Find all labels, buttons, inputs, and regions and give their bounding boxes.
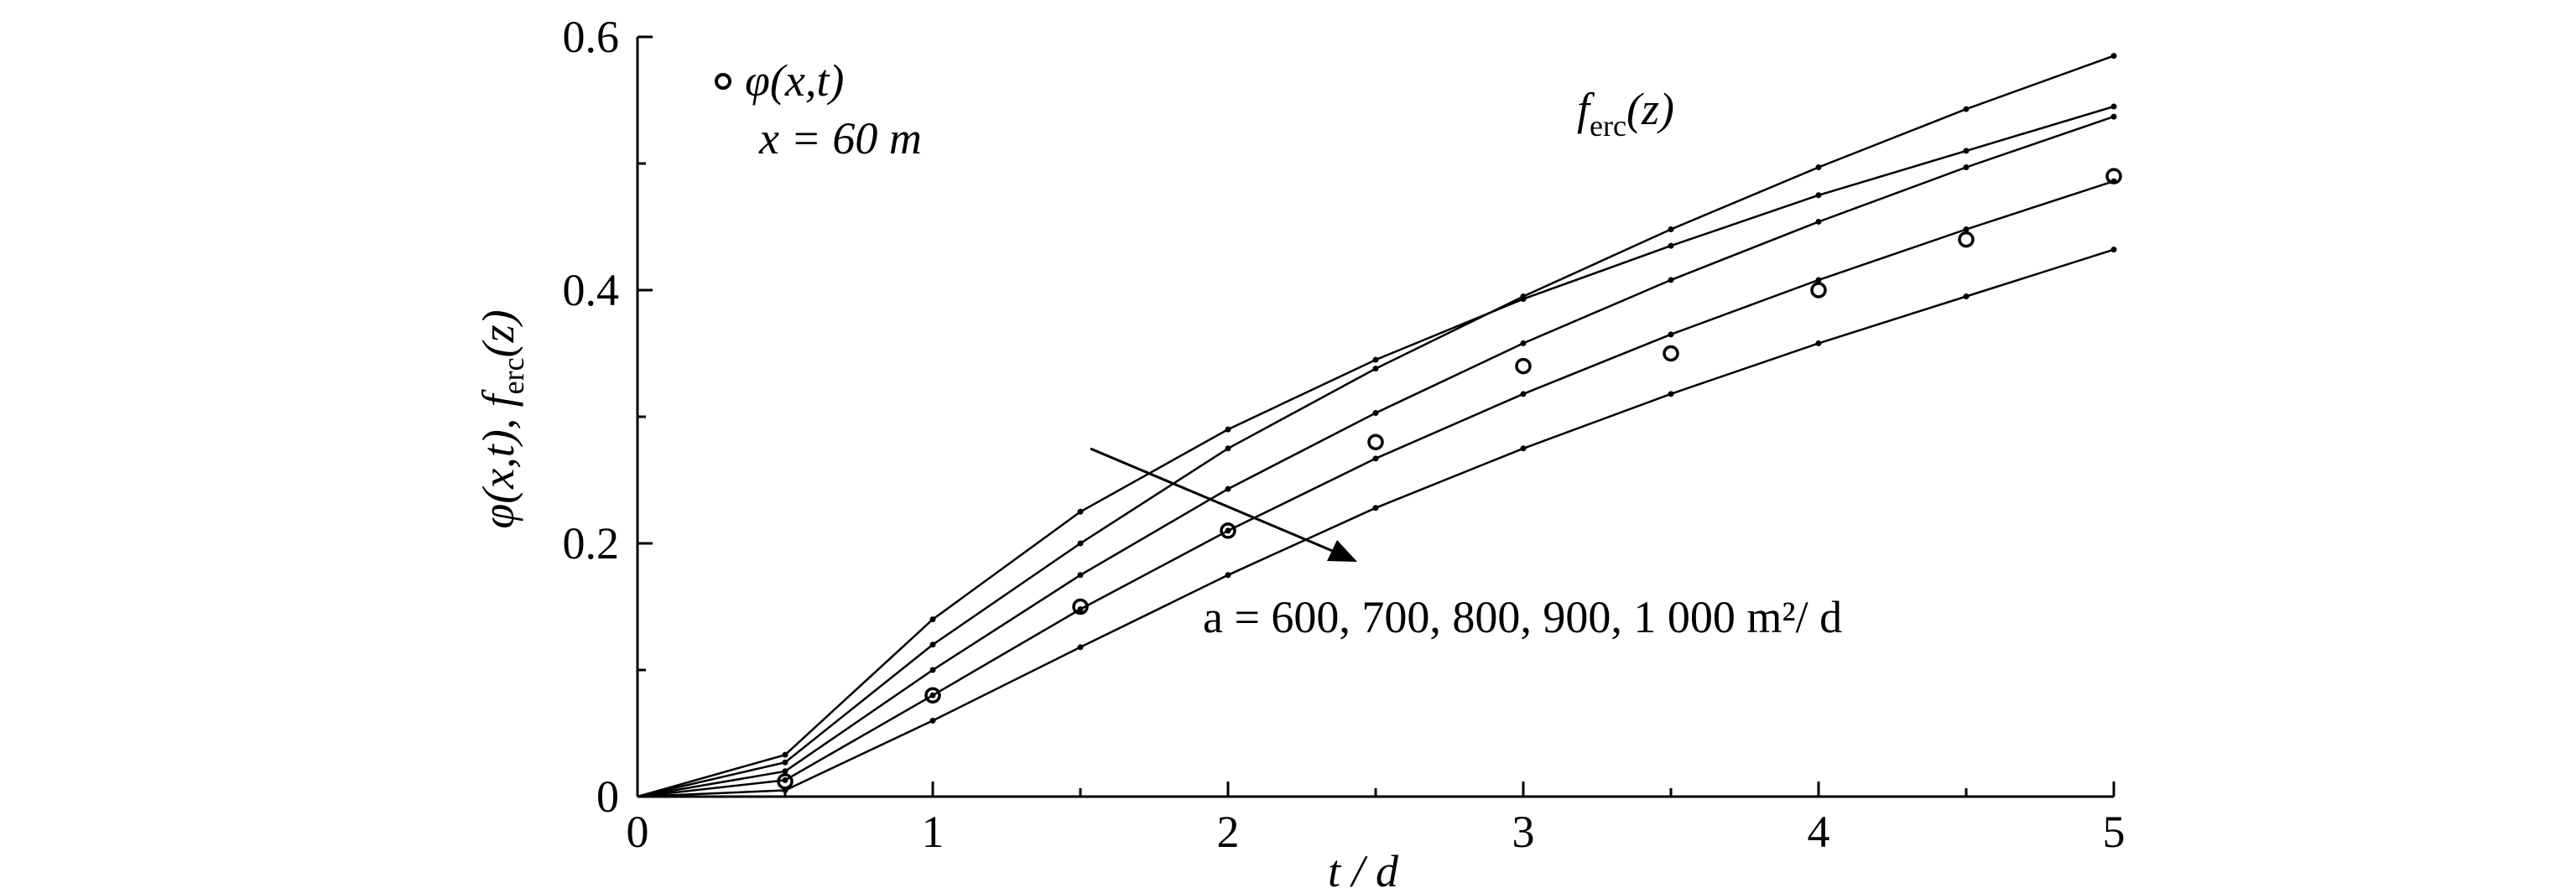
series-point [1077, 644, 1084, 651]
curve-label-sub: erc [1590, 109, 1626, 143]
y-tick-label: 0.6 [563, 12, 620, 62]
series-point [2110, 103, 2117, 110]
series-point [1520, 391, 1527, 397]
series-point [929, 717, 936, 724]
observed-point [1515, 357, 1532, 375]
x-tick-label: 3 [1512, 807, 1535, 857]
observed-point [1958, 231, 1975, 248]
series-point [929, 667, 936, 673]
annotation-text: a = 600, 700, 800, 900, 1 000 m²/ d [1203, 592, 1842, 642]
series-point [1963, 293, 1970, 300]
observed-point [924, 687, 941, 704]
legend: φ(x,t) x = 60 m [715, 55, 922, 164]
series-point [1668, 277, 1674, 283]
legend-marker-label: φ(x,t) [745, 55, 844, 106]
x-axis-title: t / d [1328, 846, 1399, 888]
observed-point [1367, 434, 1384, 450]
series-point [1372, 505, 1379, 512]
series-point [929, 692, 936, 698]
series-point [1225, 572, 1231, 579]
series-point [1225, 426, 1231, 433]
series-point [1520, 445, 1527, 452]
series-point [1077, 572, 1084, 579]
series-point [2110, 247, 2117, 253]
series-point [1077, 540, 1084, 547]
series-markers [777, 168, 2122, 790]
y-axis-title-main: φ(x,t), f [473, 388, 523, 528]
y-tick-label: 0.2 [563, 518, 620, 569]
legend-condition: x = 60 m [758, 113, 922, 164]
series-point [1668, 226, 1674, 233]
observed-point [1220, 522, 1236, 539]
series-point [1815, 218, 1822, 225]
x-tick-label: 5 [2103, 807, 2126, 857]
x-tick-label: 4 [1808, 807, 1830, 857]
annotation-arrow [1090, 447, 1357, 562]
series-point [1815, 192, 1822, 199]
series-point [929, 616, 936, 623]
y-axis-title-sub: erc [497, 357, 530, 394]
series-point [782, 759, 788, 766]
series-point [1668, 331, 1674, 338]
observed-point [1663, 345, 1679, 362]
series-point [1963, 226, 1970, 233]
series-point [1077, 508, 1084, 515]
series-point [782, 751, 788, 758]
series-point [1668, 391, 1674, 397]
series-point [1963, 106, 1970, 112]
observed-point [777, 773, 794, 790]
series-point [1372, 409, 1379, 416]
series-point [1815, 277, 1822, 283]
series-lines [637, 53, 2117, 798]
series-line [637, 55, 2115, 798]
y-axis-ticks: 0 0.2 0.4 0.6 [563, 12, 653, 822]
series-point [1815, 164, 1822, 171]
series-point [1225, 527, 1231, 534]
y-tick-label: 0.4 [563, 265, 620, 315]
series-point [1077, 606, 1084, 613]
y-tick-label: 0 [596, 771, 619, 822]
observed-point [1072, 598, 1089, 615]
x-tick-label: 0 [627, 807, 649, 857]
series-point [1963, 148, 1970, 154]
series-point [782, 776, 788, 783]
series-point [2110, 53, 2117, 60]
y-axis-title: φ(x,t), ferc(z) [473, 309, 530, 528]
series-point [929, 641, 936, 648]
series-point [1225, 486, 1231, 492]
series-point [1225, 445, 1231, 452]
series-point [1520, 340, 1527, 346]
x-tick-label: 2 [1217, 807, 1240, 857]
series-point [1520, 293, 1527, 300]
series-point [2110, 113, 2117, 120]
series-point [782, 768, 788, 775]
observed-point [2105, 168, 2122, 184]
series-line [637, 105, 2115, 798]
series-point [1372, 356, 1379, 363]
observed-point [1810, 282, 1827, 299]
legend-marker [715, 73, 731, 90]
y-axis-title-tail: (z) [473, 309, 523, 357]
series-point [1372, 455, 1379, 462]
x-axis-ticks: 0 1 2 3 4 5 [627, 782, 2126, 857]
series-point [1815, 340, 1822, 346]
series-line [637, 248, 2115, 798]
x-tick-label: 1 [922, 807, 945, 857]
series-point [1668, 242, 1674, 249]
series-point [1372, 366, 1379, 372]
series-point [1963, 164, 1970, 171]
curve-label-tail: (z) [1626, 84, 1674, 134]
curve-label: ferc(z) [1577, 84, 1674, 143]
